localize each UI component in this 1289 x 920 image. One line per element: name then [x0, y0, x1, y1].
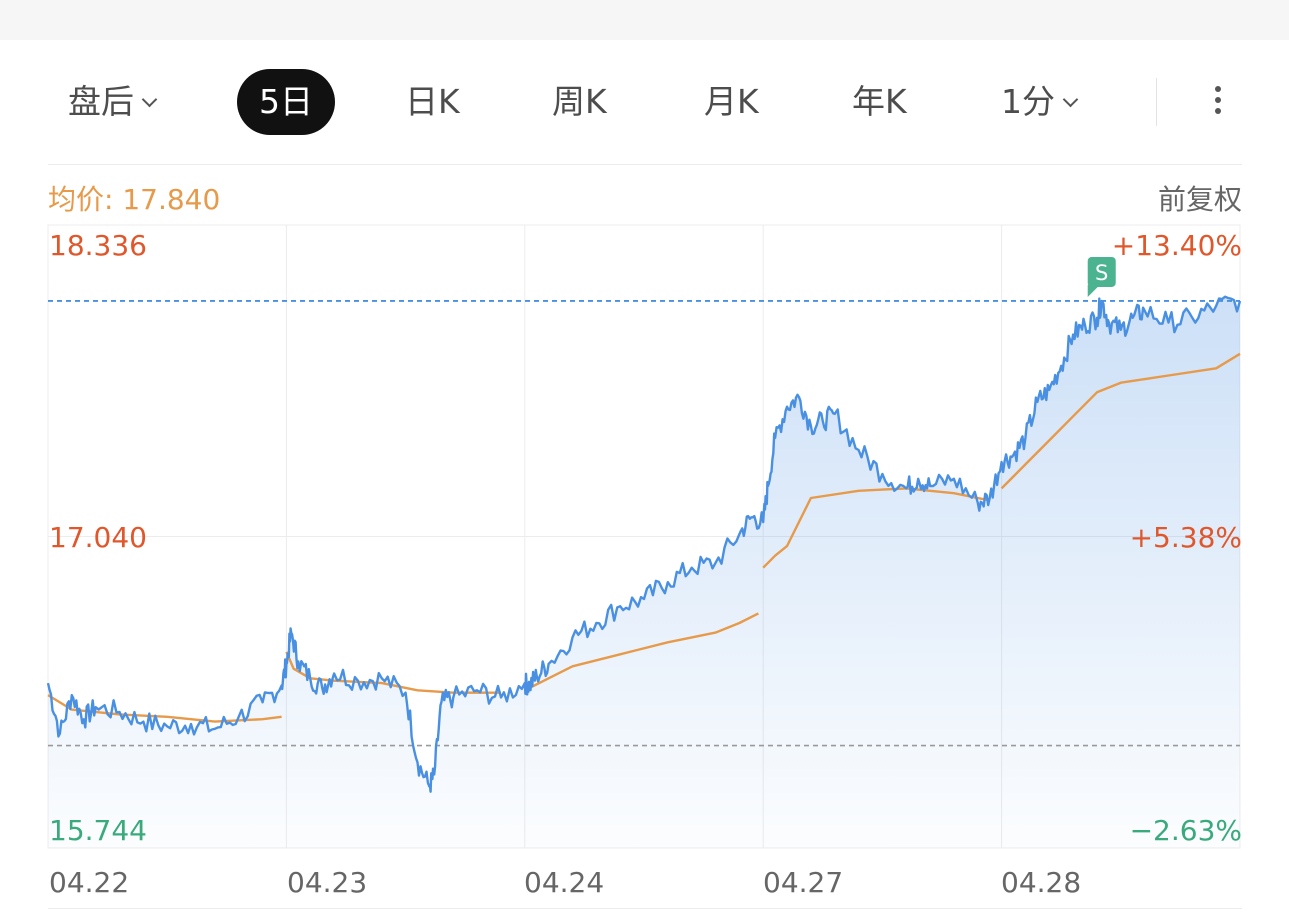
average-price-line	[762, 487, 990, 569]
price-area	[48, 296, 1240, 848]
x-tick-label: 04.22	[49, 866, 130, 899]
x-tick-label: 04.24	[524, 866, 605, 899]
tab-5-day-label: 5日	[259, 82, 313, 121]
signal-marker	[1087, 256, 1116, 287]
tab-5-day[interactable]: 5日	[237, 69, 335, 135]
tab-monthly-k-label: 月K	[704, 82, 759, 121]
tab-weekly-k-label: 周K	[552, 82, 607, 121]
chevron-down-icon	[141, 91, 158, 108]
tab-1-minute[interactable]: 1分	[1001, 66, 1079, 138]
more-options-icon[interactable]	[1206, 66, 1230, 138]
average-price-line	[524, 612, 759, 692]
tab-yearly-k-label: 年K	[852, 82, 907, 121]
tab-1-minute-label: 1分	[1001, 82, 1055, 121]
intraday-chart[interactable]: S	[0, 220, 1289, 860]
tab-daily-k[interactable]: 日K	[405, 66, 460, 138]
tab-daily-k-label: 日K	[405, 82, 460, 121]
average-price-label: 均价: 17.840	[48, 183, 221, 216]
tab-monthly-k[interactable]: 月K	[704, 66, 759, 138]
top-strip	[0, 0, 1289, 40]
chevron-down-icon	[1062, 91, 1079, 108]
y-tick-low: 15.744	[49, 814, 147, 847]
x-tick-label: 04.27	[763, 866, 844, 899]
x-tick-label: 04.28	[1001, 866, 1082, 899]
header-divider	[48, 164, 1242, 165]
y-tick-pct-high: +13.40%	[1111, 229, 1242, 262]
signal-marker-label: S	[1095, 261, 1108, 285]
y-tick-pct-low: −2.63%	[1129, 814, 1242, 847]
tab-after-hours-label: 盘后	[68, 82, 134, 121]
y-tick-mid: 17.040	[49, 521, 147, 554]
tab-divider	[1156, 78, 1157, 126]
average-price-line	[47, 694, 282, 723]
average-price-line	[1000, 352, 1241, 490]
tab-yearly-k[interactable]: 年K	[852, 66, 907, 138]
tab-weekly-k[interactable]: 周K	[552, 66, 607, 138]
footer-divider	[48, 908, 1242, 909]
y-tick-high: 18.336	[49, 229, 147, 262]
x-tick-label: 04.23	[287, 866, 368, 899]
signal-marker-pointer	[1087, 284, 1100, 297]
tab-after-hours[interactable]: 盘后	[68, 66, 158, 138]
forward-adjust-button[interactable]: 前复权	[1157, 183, 1242, 216]
price-line	[46, 295, 1242, 793]
y-tick-pct-mid: +5.38%	[1129, 521, 1242, 554]
period-tabs: 盘后 5日 日K 周K 月K 年K 1分	[48, 66, 1242, 138]
